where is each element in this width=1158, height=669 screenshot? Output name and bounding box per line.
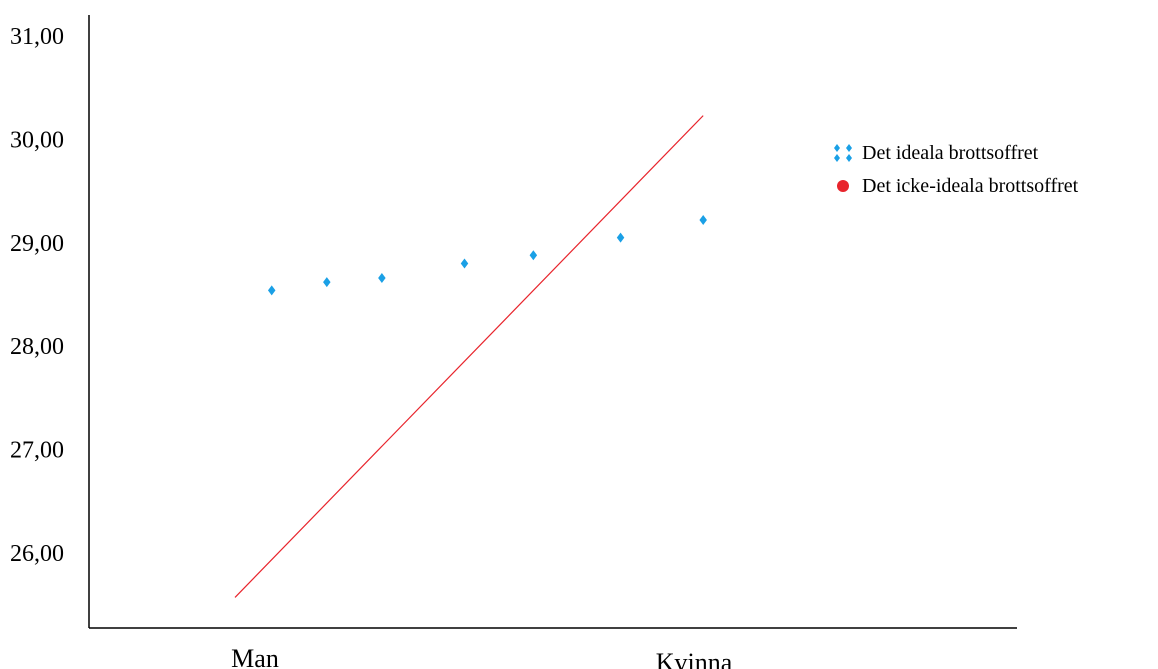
legend-marker [837, 180, 849, 192]
data-point [699, 215, 707, 226]
series-points [267, 215, 707, 296]
legend-label: Det ideala brottsoffret [862, 142, 1039, 164]
legend-label: Det icke-ideala brottsoffret [862, 175, 1079, 197]
legend-marker-dot [846, 154, 852, 162]
y-tick-labels: 26,00 27,00 28,00 29,00 30,00 31,00 [10, 24, 64, 567]
data-point [267, 285, 276, 296]
data-point [616, 232, 625, 243]
x-category-labels: Man Kvinna [231, 644, 733, 669]
series-lines [234, 115, 704, 598]
legend-marker-dot [846, 144, 852, 152]
legend-marker [834, 144, 852, 162]
y-tick-label: 26,00 [10, 541, 64, 567]
y-tick-label: 27,00 [10, 438, 64, 464]
y-tick-label: 29,00 [10, 231, 64, 257]
data-point [460, 258, 469, 269]
data-point [529, 250, 538, 261]
legend-marker-dot [834, 144, 840, 152]
data-point [378, 272, 386, 283]
legend-marker-dot [834, 154, 840, 162]
data-point [323, 277, 331, 288]
x-category-label: Man [231, 644, 279, 669]
series-line [234, 115, 704, 598]
y-tick-label: 31,00 [10, 24, 64, 50]
legend: Det ideala brottsoffret Det icke-ideala b… [834, 142, 1079, 197]
y-tick-label: 28,00 [10, 334, 64, 360]
x-category-label: Kvinna [656, 648, 733, 669]
axes [88, 15, 1017, 629]
y-tick-label: 30,00 [10, 127, 64, 153]
